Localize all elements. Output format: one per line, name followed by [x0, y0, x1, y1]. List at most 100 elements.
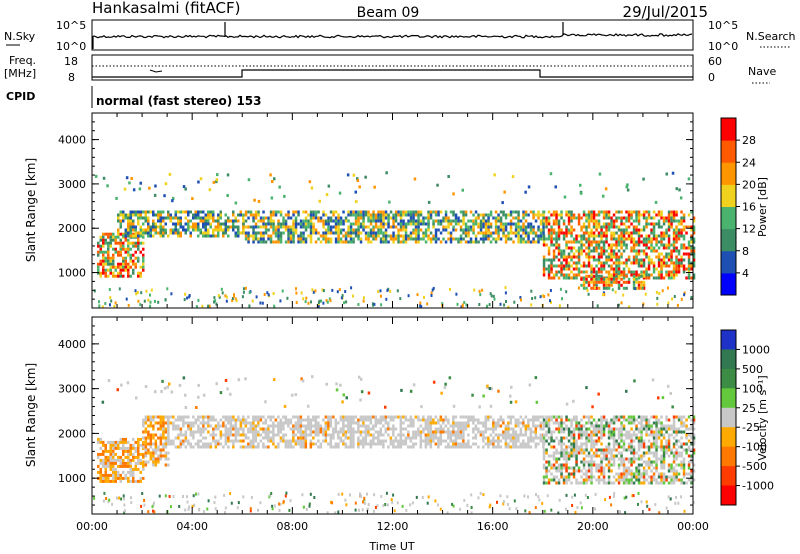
- data-cell: [377, 442, 380, 446]
- data-cell: [662, 231, 666, 235]
- data-cell: [602, 277, 606, 281]
- data-cell: [635, 219, 638, 223]
- data-cell: [284, 228, 288, 232]
- data-cell: [139, 234, 142, 238]
- data-cell: [132, 241, 135, 245]
- data-cell: [635, 469, 638, 473]
- data-cell: [314, 415, 318, 419]
- data-cell: [339, 427, 343, 431]
- data-cell: [289, 445, 293, 449]
- data-cell: [635, 436, 638, 440]
- data-cell: [572, 267, 576, 271]
- data-cell: [117, 443, 120, 447]
- data-cell: [474, 427, 478, 431]
- data-cell: [517, 228, 520, 232]
- data-cell: [517, 237, 520, 241]
- data-cell: [357, 237, 360, 241]
- data-cell: [377, 436, 380, 440]
- data-cell: [512, 240, 515, 244]
- data-cell: [127, 250, 130, 254]
- data-cell: [577, 240, 581, 244]
- data-cell: [424, 439, 428, 443]
- data-cell: [580, 481, 583, 485]
- data-cell: [272, 421, 275, 425]
- data-cell: [680, 219, 683, 223]
- data-cell: [357, 231, 360, 235]
- data-cell: [327, 421, 330, 425]
- data-cell: [124, 231, 127, 235]
- data-cell: [622, 439, 626, 443]
- data-cell: [494, 231, 498, 235]
- data-cell: [212, 234, 215, 238]
- data-cell: [617, 478, 621, 482]
- data-cell: [199, 210, 202, 214]
- data-cell: [612, 448, 616, 452]
- data-cell: [122, 464, 125, 468]
- data-cell: [177, 216, 180, 220]
- data-cell: [144, 436, 148, 440]
- data-cell: [194, 421, 198, 425]
- data-cell: [614, 290, 617, 294]
- data-cell: [424, 442, 428, 446]
- data-cell: [134, 213, 137, 217]
- data-cell: [547, 219, 551, 223]
- data-cell: [665, 424, 668, 428]
- data-cell: [177, 210, 180, 214]
- data-cell: [112, 232, 115, 236]
- data-cell: [279, 225, 283, 229]
- data-cell: [514, 418, 518, 422]
- data-cell: [497, 442, 500, 446]
- data-cell: [232, 445, 235, 449]
- data-cell: [402, 240, 405, 244]
- data-cell: [692, 252, 696, 256]
- data-cell: [545, 475, 548, 479]
- data-cell: [590, 421, 593, 425]
- data-cell: [667, 252, 671, 256]
- data-cell: [607, 451, 611, 455]
- data-cell: [162, 448, 165, 452]
- data-cell: [509, 231, 513, 235]
- data-cell: [392, 415, 395, 419]
- data-cell: [342, 439, 345, 443]
- data-cell: [617, 216, 621, 220]
- data-cell: [602, 424, 606, 428]
- data-cell: [97, 244, 100, 248]
- data-cell: [385, 297, 388, 301]
- data-cell: [547, 273, 551, 277]
- data-cell: [577, 448, 581, 452]
- data-cell: [417, 234, 420, 238]
- data-cell: [542, 463, 546, 467]
- data-cell: [362, 415, 365, 419]
- data-cell: [417, 210, 420, 214]
- data-cell: [164, 451, 168, 455]
- data-cell: [284, 418, 288, 422]
- data-cell: [692, 261, 696, 265]
- data-cell: [327, 418, 330, 422]
- data-cell: [319, 216, 323, 220]
- data-cell: [647, 448, 651, 452]
- data-cell: [620, 234, 623, 238]
- data-cell: [520, 298, 522, 302]
- data-cell: [402, 237, 405, 241]
- freq-tick-top: 18: [64, 55, 78, 68]
- data-cell: [585, 448, 588, 452]
- data-cell: [557, 231, 561, 235]
- data-cell: [117, 213, 120, 217]
- data-cell: [439, 436, 443, 440]
- data-cell: [347, 427, 350, 431]
- data-cell: [600, 264, 603, 268]
- data-cell: [247, 445, 250, 449]
- data-cell: [552, 258, 556, 262]
- data-cell: [222, 231, 225, 235]
- data-cell: [502, 210, 505, 214]
- data-cell: [489, 415, 493, 419]
- data-cell: [565, 246, 568, 250]
- data-cell: [312, 216, 315, 220]
- data-cell: [142, 235, 145, 239]
- data-cell: [204, 234, 207, 238]
- data-cell: [617, 267, 621, 271]
- data-cell: [607, 460, 611, 464]
- data-cell: [620, 246, 623, 250]
- data-cell: [667, 222, 671, 226]
- data-cell: [137, 455, 140, 459]
